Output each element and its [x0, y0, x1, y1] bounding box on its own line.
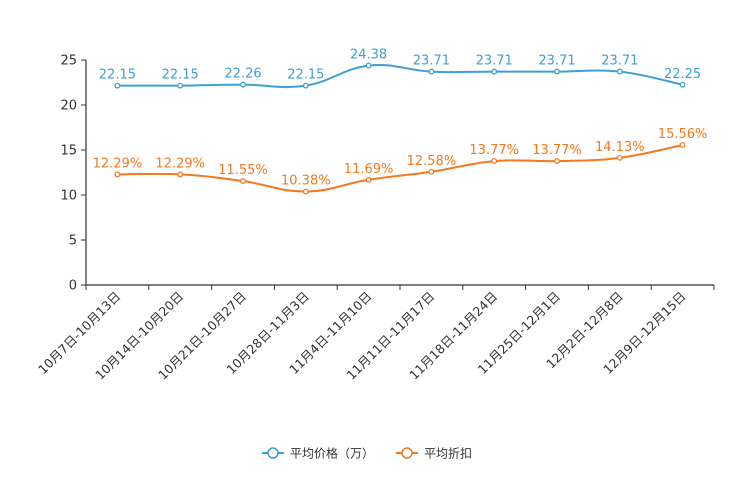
data-label: 22.25 — [664, 67, 701, 82]
data-label: 14.13% — [595, 140, 645, 155]
legend-item-0[interactable]: 平均价格（万） — [262, 446, 374, 461]
y-tick-label: 0 — [69, 279, 77, 294]
data-label: 12.29% — [155, 156, 205, 171]
data-point[interactable] — [428, 68, 435, 75]
legend-label: 平均折扣 — [424, 446, 472, 461]
data-label: 24.38 — [350, 48, 387, 63]
data-point[interactable] — [616, 154, 623, 161]
series-line-0 — [117, 64, 683, 89]
data-point[interactable] — [491, 158, 498, 165]
data-point[interactable] — [491, 68, 498, 75]
data-label: 22.15 — [99, 68, 136, 83]
data-label: 22.26 — [224, 67, 261, 82]
data-point[interactable] — [240, 81, 246, 88]
data-label: 23.71 — [476, 54, 513, 69]
y-tick-label: 20 — [60, 99, 77, 114]
data-label: 23.71 — [601, 54, 638, 69]
data-label: 12.58% — [407, 154, 457, 169]
data-point[interactable] — [302, 82, 309, 89]
data-label: 22.15 — [162, 68, 199, 83]
data-label: 12.29% — [93, 156, 143, 171]
data-label: 13.77% — [469, 143, 519, 158]
data-point[interactable] — [114, 82, 121, 89]
legend-marker-icon — [267, 447, 279, 459]
data-point[interactable] — [114, 171, 121, 178]
y-tick-label: 25 — [60, 54, 77, 69]
series-layer — [114, 62, 686, 195]
data-labels: 22.15 22.15 22.26 22.15 24.38 23.71 23.71 23.71… — [93, 48, 708, 189]
data-point[interactable] — [240, 178, 246, 184]
data-label: 10.38% — [281, 174, 331, 189]
y-tick-label: 10 — [60, 189, 77, 204]
data-point[interactable] — [679, 142, 686, 148]
data-label: 23.71 — [538, 54, 575, 69]
data-label: 22.15 — [287, 68, 324, 83]
data-label: 11.55% — [218, 163, 268, 178]
data-point[interactable] — [365, 176, 372, 183]
y-tick-label: 5 — [69, 234, 77, 249]
data-point[interactable] — [365, 62, 372, 69]
legend-item-1[interactable]: 平均折扣 — [396, 446, 472, 461]
data-point[interactable] — [554, 158, 560, 165]
data-point[interactable] — [554, 68, 560, 75]
data-label: 13.77% — [532, 143, 582, 158]
axes: 051015202510月7日-10月13日10月14日-10月20日10月21… — [35, 54, 715, 383]
legend-marker-icon — [401, 447, 413, 459]
data-point[interactable] — [428, 168, 435, 175]
data-point[interactable] — [302, 188, 309, 195]
data-label: 15.56% — [658, 127, 708, 142]
legend: 平均价格（万） 平均折扣 — [262, 446, 472, 461]
data-point[interactable] — [616, 68, 623, 75]
data-label: 23.71 — [413, 54, 450, 69]
data-point[interactable] — [679, 81, 686, 88]
data-point[interactable] — [177, 171, 184, 178]
data-label: 11.69% — [344, 162, 394, 177]
legend-label: 平均价格（万） — [290, 446, 374, 461]
series-line-1 — [117, 143, 683, 193]
y-tick-label: 15 — [60, 144, 77, 159]
data-point[interactable] — [177, 82, 184, 89]
